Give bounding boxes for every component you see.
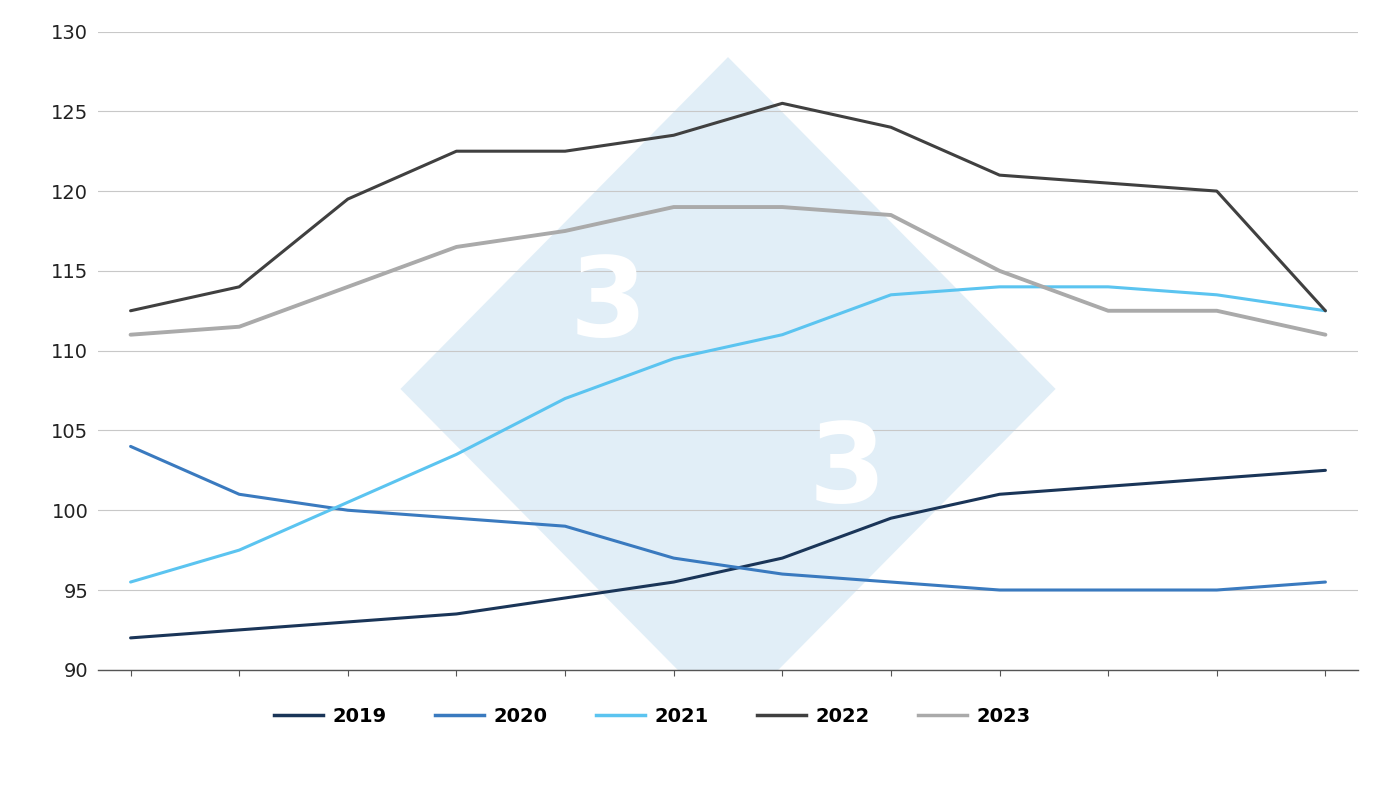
- Legend: 2019, 2020, 2021, 2022, 2023: 2019, 2020, 2021, 2022, 2023: [266, 699, 1039, 734]
- Text: 3: 3: [570, 252, 647, 359]
- Polygon shape: [400, 57, 1056, 721]
- Text: 3: 3: [809, 418, 886, 526]
